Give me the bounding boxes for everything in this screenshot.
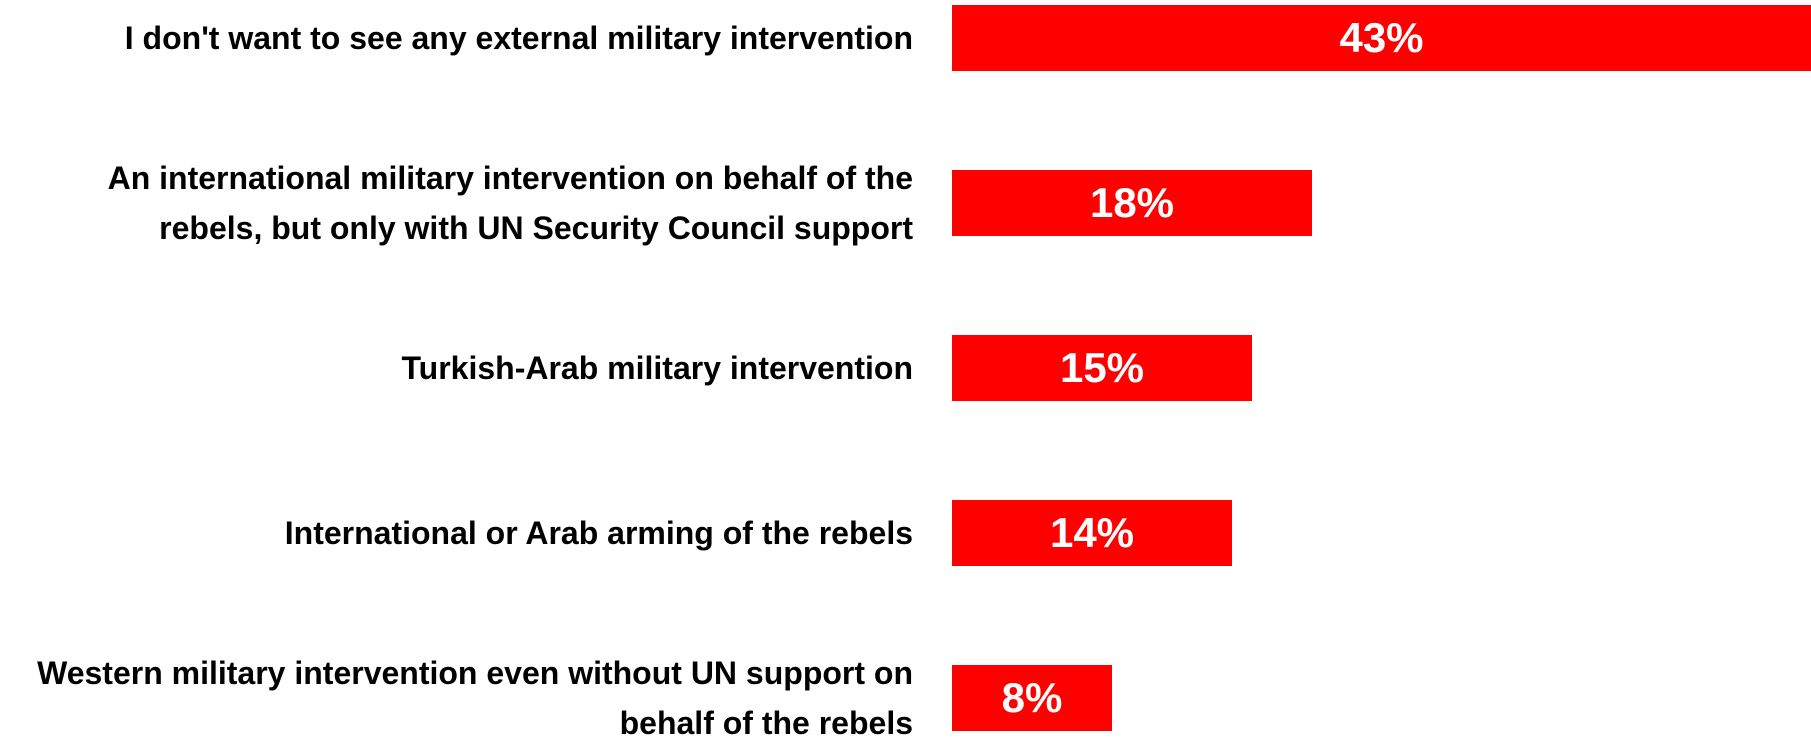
category-label: International or Arab arming of the rebe…: [284, 515, 913, 551]
category-label: I don't want to see any external militar…: [124, 20, 913, 56]
data-label: 18%: [1089, 179, 1175, 226]
data-label: 8%: [1001, 674, 1063, 721]
category-label: Turkish-Arab military intervention: [401, 350, 914, 386]
data-label: 14%: [1049, 509, 1135, 556]
data-label: 43%: [1339, 14, 1424, 61]
data-label: 15%: [1059, 344, 1145, 391]
category-label: An international military intervention o…: [107, 160, 913, 246]
bar: [952, 665, 1112, 731]
bar: [952, 170, 1312, 236]
bar: [952, 500, 1232, 566]
category-label: Western military intervention even witho…: [37, 655, 913, 741]
bar: [952, 5, 1811, 71]
bar: [952, 335, 1252, 401]
